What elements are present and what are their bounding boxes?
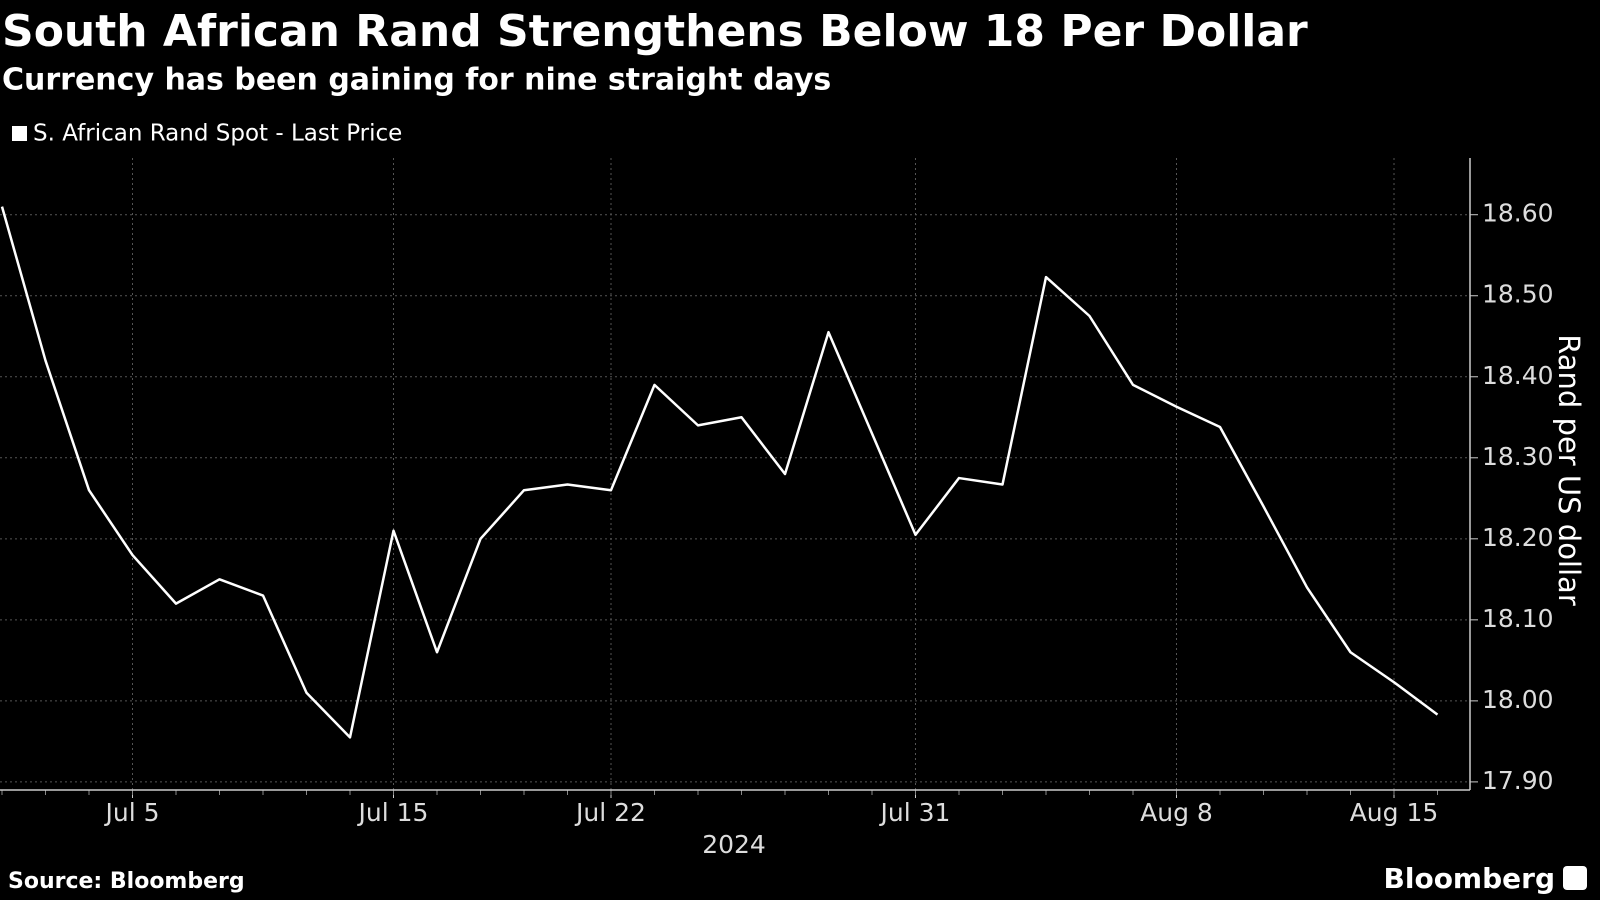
y-tick-label: 18.40 <box>1482 361 1554 390</box>
y-axis-label: Rand per US dollar <box>1552 334 1586 606</box>
y-tick-label: 18.00 <box>1482 685 1554 714</box>
y-tick-label: 18.50 <box>1482 280 1554 309</box>
y-tick-label: 18.60 <box>1482 199 1554 228</box>
x-tick-label: Aug 15 <box>1350 798 1439 827</box>
source: Source: Bloomberg <box>8 869 245 894</box>
legend-swatch <box>12 126 27 141</box>
y-tick-label: 18.10 <box>1482 604 1554 633</box>
x-tick-label: Aug 8 <box>1140 798 1213 827</box>
legend-label: S. African Rand Spot - Last Price <box>33 121 402 147</box>
brand-icon <box>1563 866 1587 890</box>
x-tick-label: Jul 15 <box>357 798 429 827</box>
y-tick-label: 18.20 <box>1482 523 1554 552</box>
x-tick-label: Jul 5 <box>103 798 159 827</box>
brand: Bloomberg <box>1384 862 1555 895</box>
y-tick-label: 18.30 <box>1482 442 1554 471</box>
series-line <box>0 206 1439 739</box>
x-tick-label: Jul 31 <box>879 798 951 827</box>
chart-title: South African Rand Strengthens Below 18 … <box>2 6 1308 57</box>
x-axis-label: 2024 <box>702 830 766 859</box>
y-tick-label: 17.90 <box>1482 766 1554 795</box>
x-tick-label: Jul 22 <box>574 798 646 827</box>
chart-subtitle: Currency has been gaining for nine strai… <box>2 63 831 98</box>
